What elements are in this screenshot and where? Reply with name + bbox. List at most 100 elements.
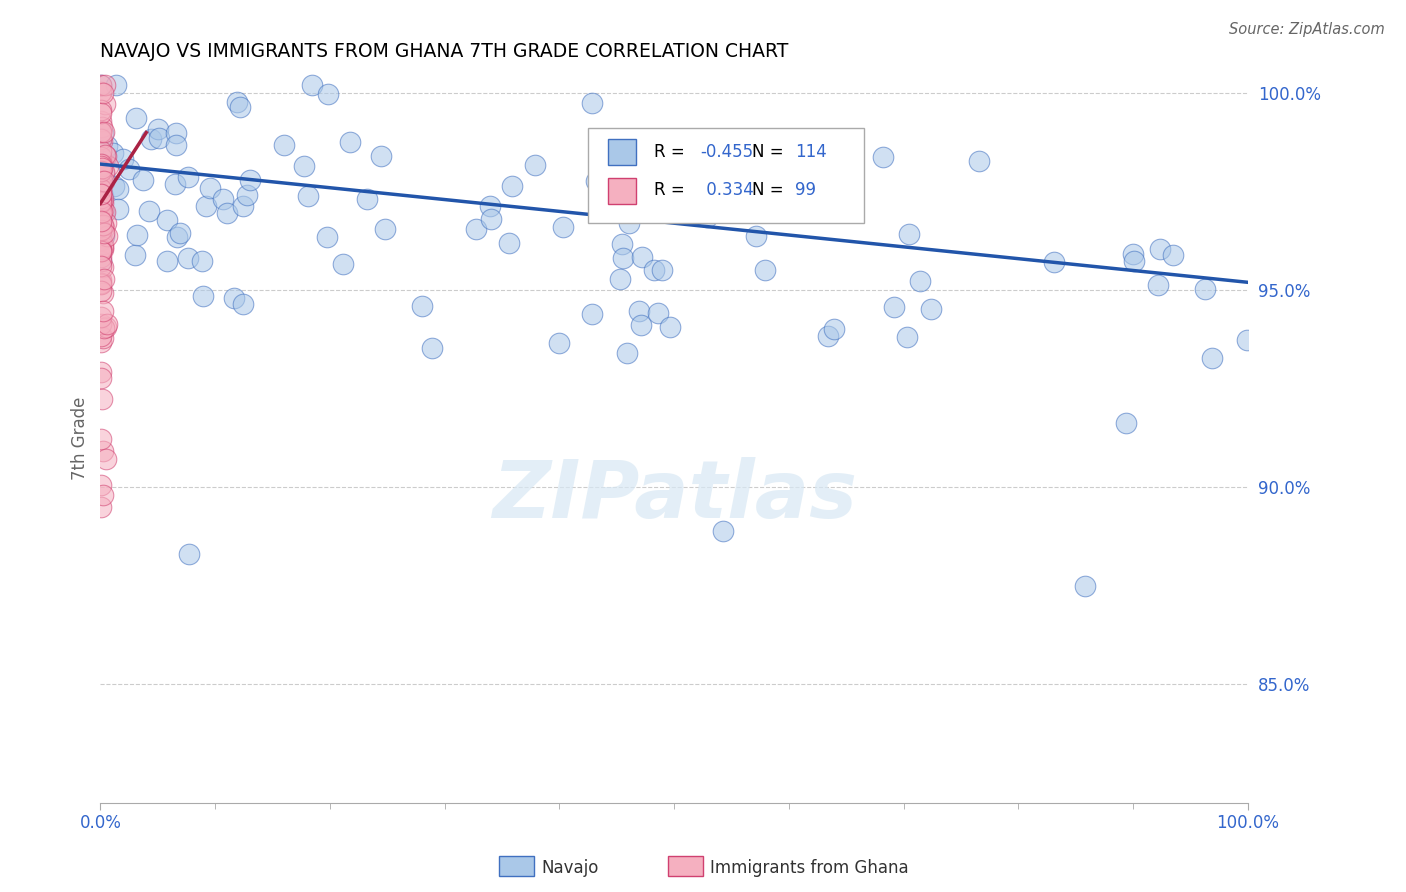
Point (90, 178, 112, 193)
Point (711, 524, 734, 538)
Point (191, 289, 214, 303)
Point (94, 78, 117, 93)
Point (823, 321, 845, 335)
Point (90, 189, 112, 203)
Text: ZIPatlas: ZIPatlas (492, 458, 856, 535)
Point (236, 188, 259, 202)
Point (91, 392, 114, 407)
Point (90, 277, 112, 291)
Point (90, 241, 112, 255)
Point (273, 137, 295, 152)
Point (90, 186, 112, 201)
Point (124, 248, 146, 262)
Point (91, 189, 114, 203)
Point (465, 222, 488, 236)
Point (179, 547, 201, 561)
Point (94, 216, 117, 230)
Point (631, 250, 654, 264)
Point (90, 114, 112, 128)
Point (90, 86, 112, 100)
Point (696, 210, 718, 224)
Point (101, 145, 124, 160)
Point (90, 106, 112, 120)
Point (91, 161, 114, 176)
Point (553, 220, 575, 235)
Point (94, 205, 117, 219)
Point (301, 78, 323, 93)
Point (90, 157, 112, 171)
Point (93, 167, 115, 181)
Point (90, 103, 112, 117)
Point (93, 205, 115, 219)
Point (1074, 579, 1097, 593)
Point (91, 443, 114, 458)
Point (90, 244, 112, 258)
Point (165, 126, 187, 140)
Point (93, 148, 115, 162)
Point (967, 154, 990, 169)
Point (647, 305, 669, 319)
Point (127, 228, 149, 243)
Point (90, 317, 112, 331)
Point (90, 198, 112, 212)
Point (1201, 351, 1223, 365)
Point (139, 132, 162, 146)
Text: R =: R = (654, 143, 689, 161)
Point (132, 172, 155, 186)
Point (94, 451, 117, 466)
Point (90, 329, 112, 343)
Point (96, 318, 118, 332)
Point (501, 179, 523, 194)
Point (90, 161, 112, 176)
Point (90, 219, 112, 233)
Point (91, 204, 114, 219)
Point (91, 174, 114, 188)
Point (90, 187, 112, 202)
Point (524, 158, 547, 172)
Point (90, 242, 112, 256)
Point (90, 251, 112, 265)
Point (90, 310, 112, 324)
Y-axis label: 7th Grade: 7th Grade (72, 396, 89, 480)
Point (90, 477, 112, 491)
Point (165, 138, 187, 153)
Point (292, 159, 315, 173)
Point (90, 233, 112, 247)
Point (91, 331, 114, 345)
Point (627, 304, 650, 318)
Point (370, 149, 392, 163)
Point (898, 227, 921, 241)
Point (609, 272, 631, 286)
Point (198, 181, 221, 195)
Point (90, 120, 112, 135)
Point (90, 253, 112, 268)
Point (479, 199, 502, 213)
Point (908, 274, 931, 288)
Point (90, 78, 112, 93)
Point (103, 178, 125, 193)
Point (612, 236, 634, 251)
Point (156, 213, 179, 227)
Point (148, 122, 170, 136)
Point (1163, 248, 1185, 262)
Point (90, 125, 112, 139)
Point (91, 488, 114, 502)
Point (165, 178, 187, 192)
Point (1146, 278, 1168, 293)
Point (105, 78, 128, 93)
Point (612, 197, 634, 211)
Point (1236, 333, 1258, 347)
Point (94, 320, 117, 334)
Point (93, 240, 115, 254)
Point (316, 87, 339, 101)
Point (585, 174, 607, 188)
Point (232, 199, 254, 213)
Text: 0.334: 0.334 (700, 181, 754, 200)
Point (91, 242, 114, 256)
Point (1042, 255, 1064, 269)
Point (479, 211, 502, 226)
Point (125, 111, 148, 125)
Point (90, 191, 112, 205)
Point (90, 183, 112, 197)
Point (548, 336, 571, 351)
